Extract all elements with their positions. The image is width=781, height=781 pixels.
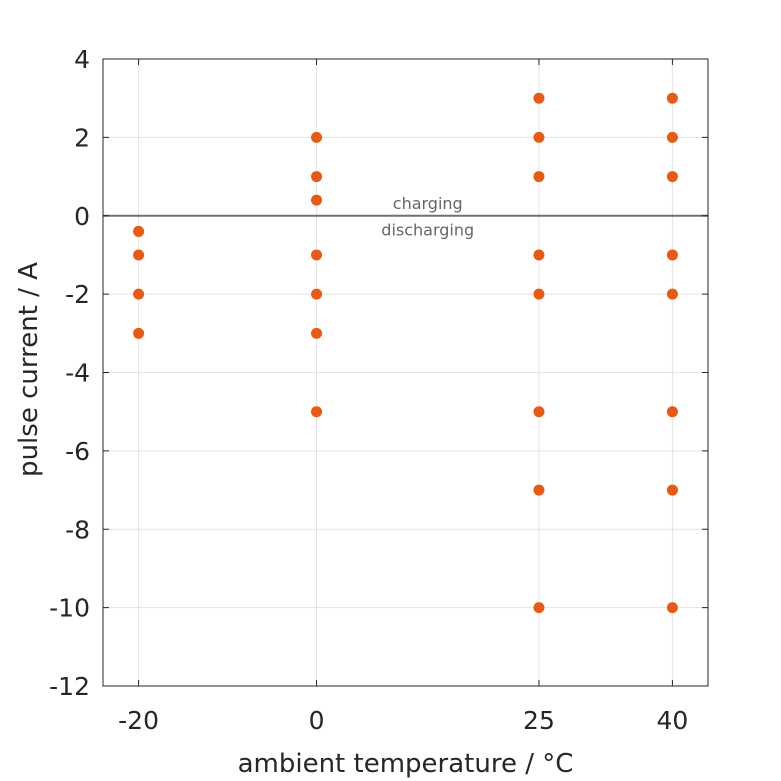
y-tick-label: 0 [74,202,90,231]
y-tick-label: -10 [49,594,90,623]
data-point [666,602,678,614]
data-point [533,131,545,143]
data-point [666,288,678,300]
data-point [533,171,545,183]
data-point [533,249,545,261]
y-tick-labels: 4 2 0 -2 -4 -6 -8 -10 -12 [49,45,90,701]
data-point [311,249,323,261]
data-point [666,131,678,143]
y-axis-title: pulse current / A [14,262,44,477]
data-point [533,484,545,496]
x-tick-label: -20 [118,706,159,735]
data-point [666,406,678,418]
data-point [666,92,678,104]
data-points [133,92,678,614]
data-point [133,288,145,300]
data-point [311,131,323,143]
data-point [666,484,678,496]
x-tick-labels: -20 0 25 40 [118,706,688,735]
x-tick-label: 25 [523,706,555,735]
data-point [533,602,545,614]
data-point [311,327,323,339]
y-tick-label: -4 [65,359,90,388]
data-point [666,249,678,261]
y-tick-label: -8 [65,515,90,544]
y-tick-label: -6 [65,437,90,466]
data-point [133,249,145,261]
data-point [133,327,145,339]
grid-lines [103,58,708,687]
data-point [533,92,545,104]
data-point [533,288,545,300]
x-tick-label: 40 [657,706,689,735]
y-tick-label: -2 [65,280,90,309]
annotations: charging discharging [381,194,474,239]
data-point [311,406,323,418]
x-axis-title: ambient temperature / °C [238,749,574,779]
data-point [666,171,678,183]
data-point [311,171,323,183]
y-tick-label: 2 [74,123,90,152]
axis-ticks [103,58,708,687]
data-point [311,288,323,300]
data-point [133,225,145,237]
data-point [311,194,323,206]
x-tick-label: 0 [309,706,325,735]
annotation-charging: charging [393,194,463,213]
y-tick-label: 4 [74,45,90,74]
y-tick-label: -12 [49,672,90,701]
data-point [533,406,545,418]
annotation-discharging: discharging [381,220,474,239]
